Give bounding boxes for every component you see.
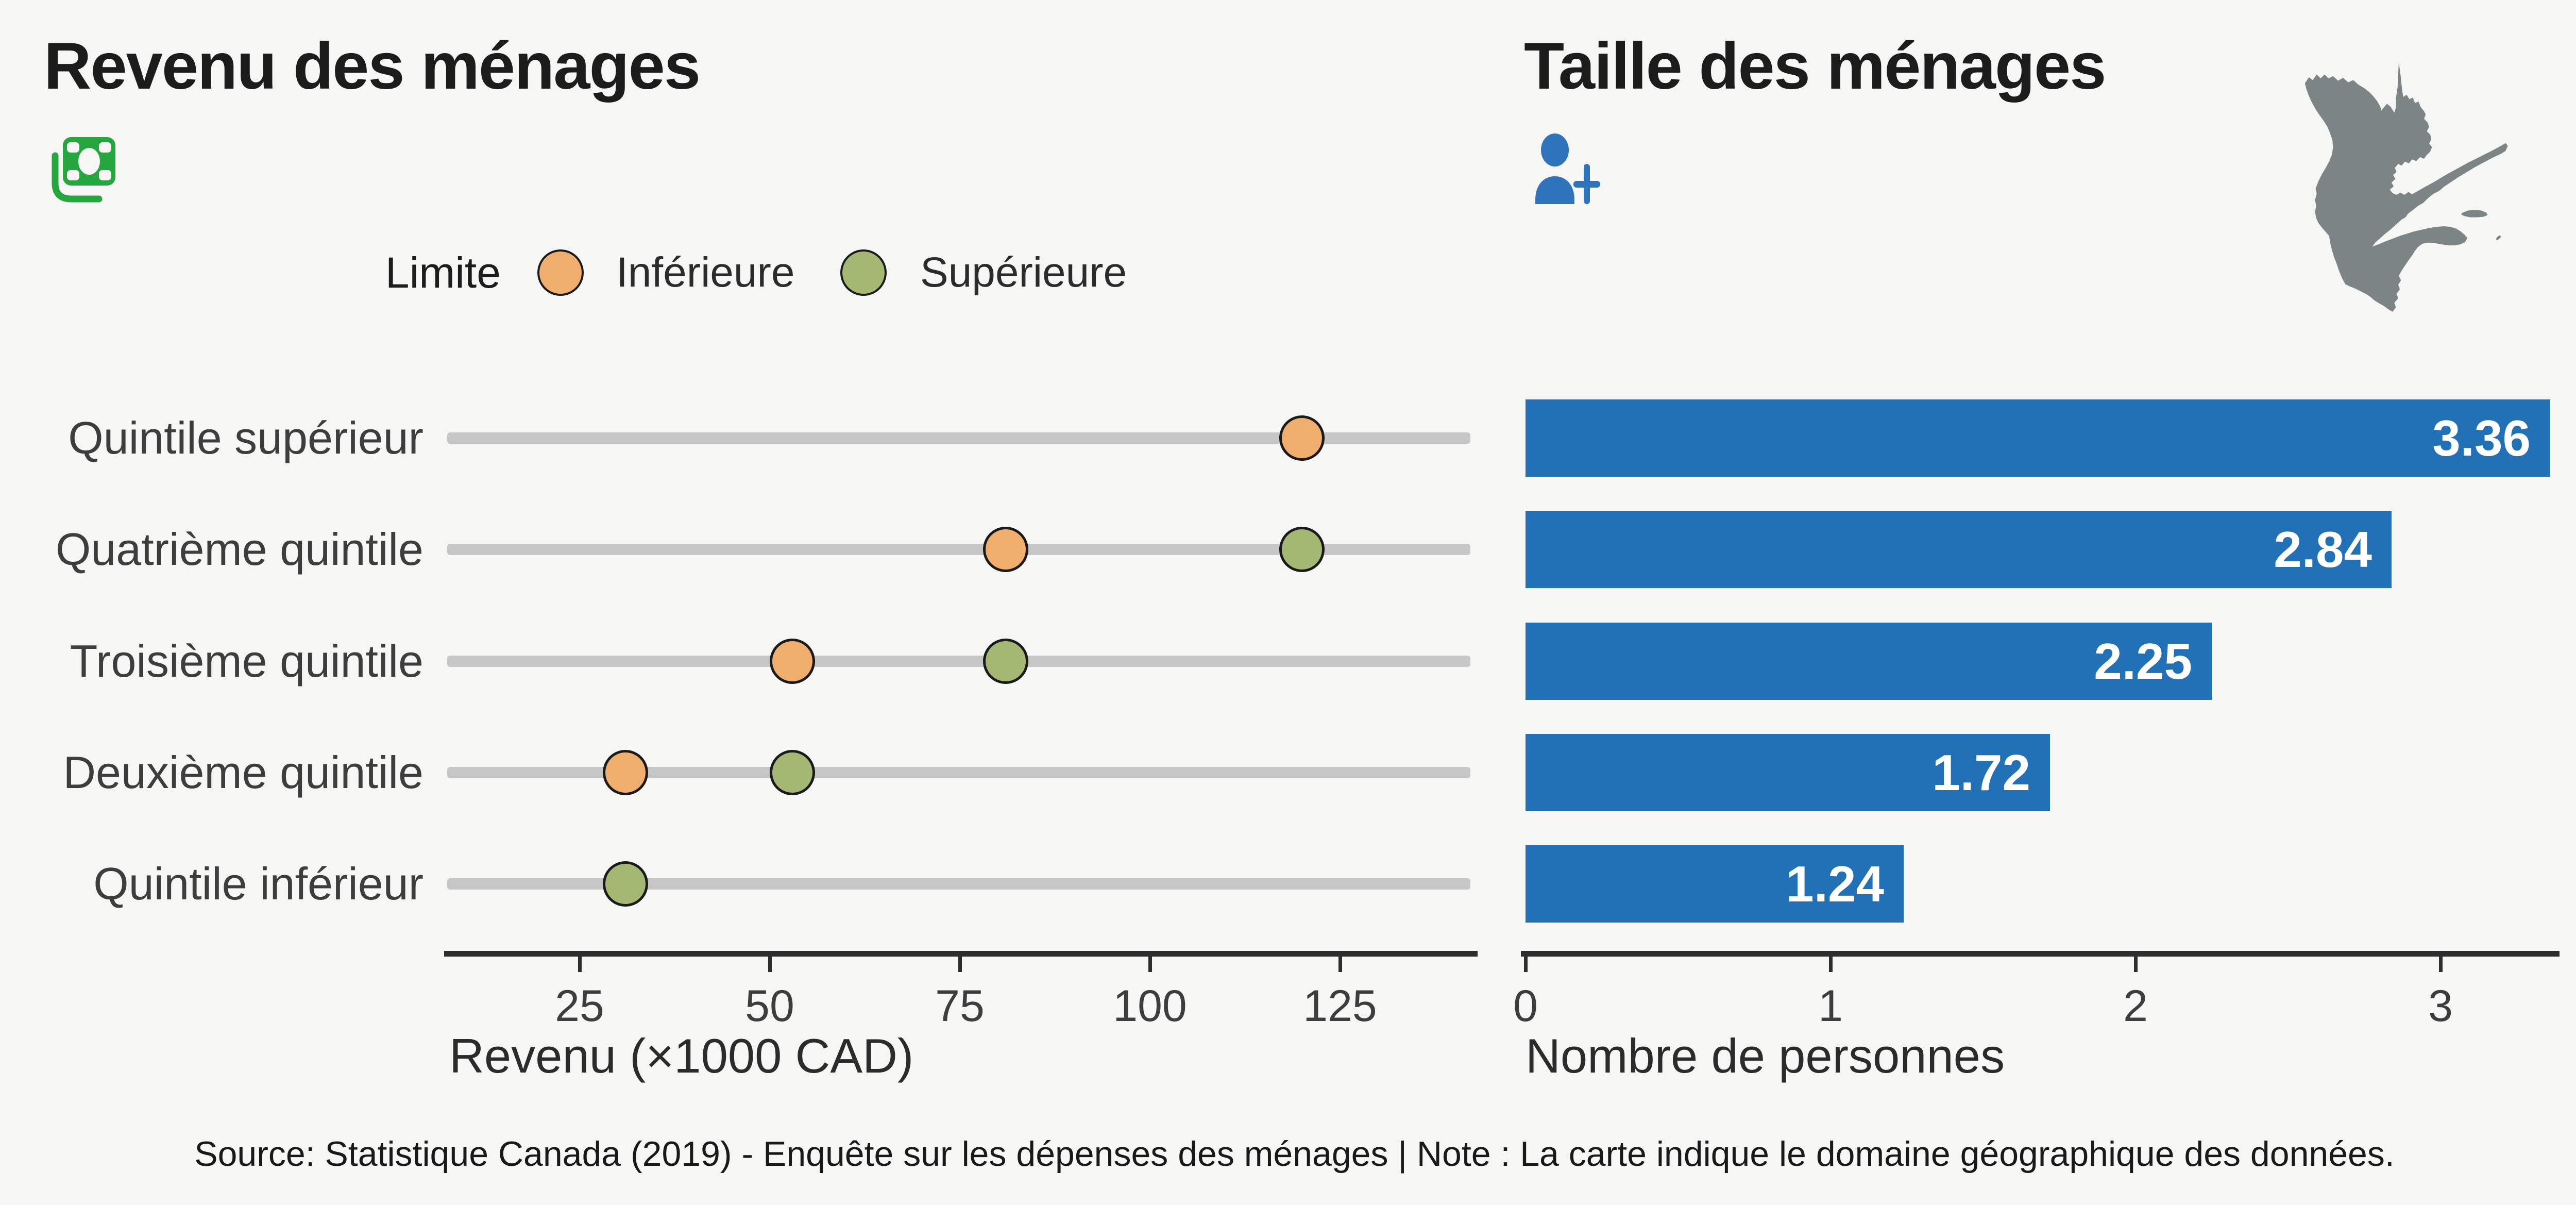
quebec-province-map	[2304, 62, 2508, 312]
bar-quatrieme-quintile: 2.84	[1526, 511, 2392, 588]
size-x-axis-ticks	[1524, 957, 2560, 973]
income-x-axis-ticks	[447, 957, 1472, 973]
size-x-axis-line	[1521, 951, 2560, 957]
bar-value-label: 3.36	[2432, 410, 2531, 466]
axis-tick	[1524, 957, 1528, 972]
bar-quintile-inferieur: 1.24	[1526, 845, 1904, 923]
axis-tick-label: 100	[1113, 981, 1187, 1031]
dot-upper-limit	[770, 750, 815, 795]
legend-label-upper-limit: Supérieure	[920, 249, 1127, 296]
axis-tick-label: 3	[2428, 981, 2453, 1031]
income-x-axis-line	[444, 951, 1478, 957]
row-label-deuxieme-quintile: Deuxième quintile	[63, 747, 424, 798]
source-note: Source: Statistique Canada (2019) - Enqu…	[194, 1134, 2395, 1174]
dot-upper-limit	[603, 861, 648, 907]
bar-quintile-superieur: 3.36	[1526, 399, 2550, 477]
income-x-axis-label: Revenu (×1000 CAD)	[449, 1029, 914, 1083]
row-label-quatrieme-quintile: Quatrième quintile	[55, 524, 423, 575]
axis-tick	[1829, 957, 1833, 972]
income-range-row	[447, 413, 1472, 463]
range-track	[447, 656, 1470, 667]
bar-troisieme-quintile: 2.25	[1526, 623, 2212, 700]
axis-tick	[958, 957, 962, 972]
quebec-map-shape	[2304, 62, 2508, 312]
axis-tick	[578, 957, 582, 972]
income-range-row	[447, 748, 1472, 797]
range-track	[447, 878, 1470, 890]
axis-tick-label: 25	[555, 981, 604, 1031]
dot-lower-limit	[770, 639, 815, 684]
dot-lower-limit	[983, 527, 1028, 572]
legend-label-lower-limit: Inférieure	[616, 249, 795, 296]
range-track	[447, 432, 1470, 444]
axis-tick	[2134, 957, 2138, 972]
legend-swatch-lower-limit	[537, 249, 584, 296]
axis-tick-label: 0	[1513, 981, 1538, 1031]
income-range-row	[447, 637, 1472, 686]
row-label-quintile-superieur: Quintile supérieur	[68, 412, 423, 463]
axis-tick	[1338, 957, 1342, 972]
person-plus-icon	[1535, 133, 1600, 204]
income-panel-title: Revenu des ménages	[44, 29, 701, 103]
bar-value-label: 1.72	[1932, 744, 2030, 801]
axis-tick	[2439, 957, 2443, 972]
bar-value-label: 2.84	[2274, 521, 2372, 578]
size-x-axis-label: Nombre de personnes	[1526, 1029, 2005, 1083]
dot-lower-limit	[603, 750, 648, 795]
bar-value-label: 2.25	[2094, 633, 2192, 690]
bar-deuxieme-quintile: 1.72	[1526, 734, 2050, 811]
legend-swatch-upper-limit	[840, 249, 887, 296]
row-label-quintile-inferieur: Quintile inférieur	[93, 858, 423, 909]
money-banknote-icon	[52, 137, 115, 203]
legend-title: Limite	[385, 248, 501, 297]
axis-tick-label: 125	[1303, 981, 1377, 1031]
income-range-row	[447, 525, 1472, 574]
axis-tick-label: 50	[745, 981, 794, 1031]
range-track	[447, 544, 1470, 555]
range-track	[447, 767, 1470, 778]
axis-tick-label: 2	[2123, 981, 2148, 1031]
size-panel-title: Taille des ménages	[1524, 29, 2106, 103]
axis-tick-label: 1	[1818, 981, 1843, 1031]
dot-upper-limit	[1279, 527, 1325, 572]
income-range-row	[447, 859, 1472, 909]
axis-tick-label: 75	[935, 981, 985, 1031]
dot-upper-limit	[983, 639, 1028, 684]
axis-tick	[768, 957, 772, 972]
dot-lower-limit	[1279, 415, 1325, 461]
bar-value-label: 1.24	[1786, 856, 1884, 912]
size-x-axis-tick-labels: 0 1 2 3	[1513, 980, 2560, 1032]
axis-tick	[1148, 957, 1152, 972]
row-label-troisieme-quintile: Troisième quintile	[70, 635, 423, 687]
income-x-axis-tick-labels: 25 50 75 100 125	[447, 980, 1472, 1032]
